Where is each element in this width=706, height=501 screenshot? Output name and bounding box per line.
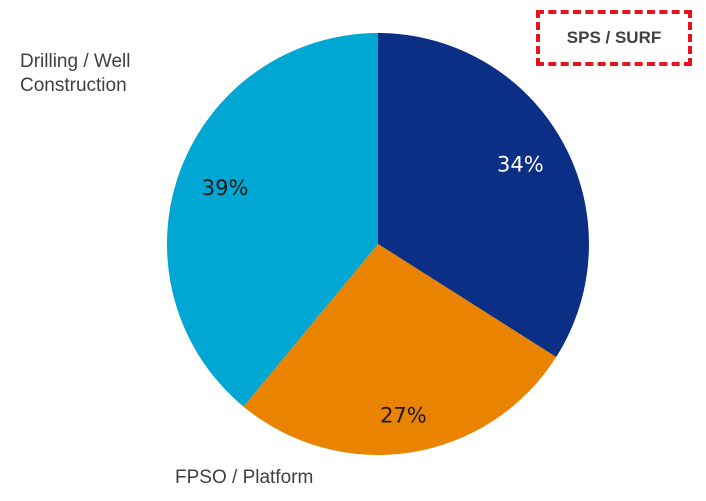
pie-slice [378, 33, 590, 358]
category-label: SPS / SURF [536, 10, 692, 66]
pie-slice [243, 244, 557, 456]
category-label: FPSO / Platform [175, 467, 314, 488]
data-label: 34% [497, 153, 544, 177]
pie-slice [166, 33, 378, 407]
category-label: Drilling / Well Construction [20, 51, 131, 96]
data-label: 39% [202, 176, 249, 200]
data-label: 27% [380, 403, 427, 427]
